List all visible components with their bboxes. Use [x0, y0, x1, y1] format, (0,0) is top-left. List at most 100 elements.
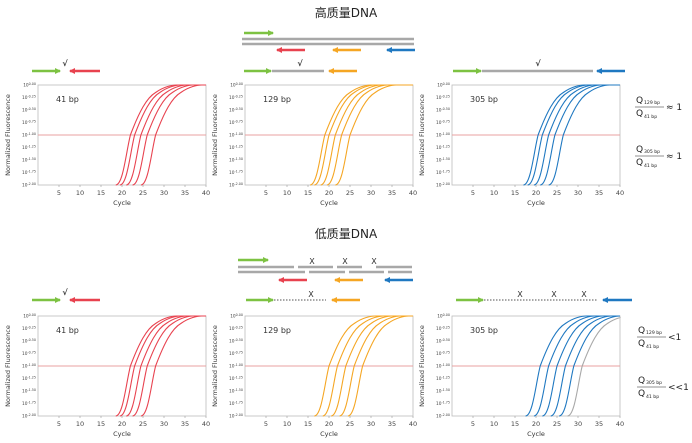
amplicon-label: 41 bp — [56, 326, 79, 335]
series-curve-4 — [550, 315, 620, 417]
y-tick-label: 10-1.50 — [229, 388, 243, 395]
ratio-numerator: Q — [638, 326, 645, 336]
x-mark-icon: X — [551, 290, 557, 299]
ratio-relation: <1 — [668, 333, 681, 343]
x-tick-label: 5 — [57, 420, 61, 428]
x-tick-label: 5 — [264, 420, 268, 428]
series-curve-1 — [309, 84, 413, 186]
x-tick-label: 30 — [367, 420, 375, 428]
series-curve-2 — [119, 315, 206, 417]
y-axis-label: Normalized Fluorescence — [211, 325, 219, 407]
y-tick-label: 10-0.25 — [436, 94, 450, 101]
y-tick-label: 10-0.25 — [436, 325, 450, 332]
y-tick-label: 10-1.50 — [229, 157, 243, 164]
ratio-denominator-subscript: 41 bp — [646, 344, 659, 350]
x-tick-label: 15 — [97, 189, 105, 197]
series-curve-5 — [548, 84, 620, 186]
x-tick-label: 5 — [264, 189, 268, 197]
ratio-numerator-subscript: 129 bp — [646, 330, 662, 336]
y-tick-label: 10-1.75 — [22, 169, 36, 176]
ratio-numerator: Q — [636, 96, 643, 106]
ratio-denominator-subscript: 41 bp — [644, 114, 657, 120]
series-curve-4 — [539, 84, 620, 186]
x-tick-label: 5 — [471, 420, 475, 428]
y-tick-label: 10-0.50 — [436, 338, 450, 345]
section-title-high-quality: 高质量DNA — [315, 5, 378, 20]
x-tick-label: 25 — [139, 189, 147, 197]
y-tick-label: 10-2.00 — [229, 413, 243, 420]
ratio-denominator: Q — [638, 339, 645, 349]
x-tick-label: 40 — [202, 189, 210, 197]
ratio-relation: ≈ 1 — [666, 103, 682, 113]
y-axis-label: Normalized Fluorescence — [4, 325, 12, 407]
y-tick-label: 10-2.00 — [22, 182, 36, 189]
series-curve-3 — [320, 84, 413, 186]
series-curve-5 — [558, 315, 621, 417]
amplicon-label: 305 bp — [470, 95, 498, 104]
series-curve-4 — [326, 84, 413, 186]
x-tick-label: 20 — [532, 420, 540, 428]
ratio-numerator-subscript: 305 bp — [644, 149, 660, 155]
ratio-denominator: Q — [636, 158, 643, 168]
y-tick-label: 10-0.50 — [436, 107, 450, 114]
x-tick-label: 15 — [304, 189, 312, 197]
x-tick-label: 5 — [57, 189, 61, 197]
y-tick-label: 10-1.00 — [436, 132, 450, 139]
y-tick-label: 10-1.50 — [436, 157, 450, 164]
x-tick-label: 10 — [283, 420, 291, 428]
x-tick-label: 35 — [595, 420, 603, 428]
check-mark-icon: √ — [535, 59, 541, 68]
series-curve-1 — [523, 84, 620, 186]
charts-layer: 5 10 15 20 25 30 35 40 100.00 10-0.25 10-0.50 10-0.… — [4, 82, 624, 438]
y-tick-label: 10-1.75 — [22, 400, 36, 407]
x-tick-label: 15 — [97, 420, 105, 428]
x-tick-label: 25 — [346, 189, 354, 197]
x-axis-label: Cycle — [320, 199, 338, 207]
y-axis-label: Normalized Fluorescence — [418, 325, 426, 407]
x-tick-label: 10 — [283, 189, 291, 197]
y-tick-label: 10-1.00 — [22, 132, 36, 139]
x-tick-label: 40 — [202, 420, 210, 428]
series-curve-3 — [125, 84, 206, 186]
y-axis-label: Normalized Fluorescence — [4, 94, 12, 176]
chart-1: 5 10 15 20 25 30 35 40 100.00 10-0.25 10-0.50 10-0.… — [4, 82, 210, 207]
x-tick-label: 25 — [553, 189, 561, 197]
series-curve-5 — [347, 315, 413, 417]
y-tick-label: 10-0.75 — [22, 119, 36, 126]
x-tick-label: 10 — [490, 189, 498, 197]
y-tick-label: 10-1.75 — [229, 400, 243, 407]
series-curve-6 — [567, 316, 621, 417]
series-curve-4 — [339, 315, 413, 417]
series-curve-1 — [525, 315, 620, 417]
x-tick-label: 25 — [553, 420, 561, 428]
check-mark-icon: √ — [297, 59, 303, 68]
x-mark-icon: X — [342, 257, 348, 266]
y-tick-label: 10-0.50 — [229, 338, 243, 345]
x-tick-label: 25 — [346, 420, 354, 428]
series-curve-3 — [330, 315, 413, 417]
ratio-annotations: Q 129 bpQ 41 bp≈ 1Q 305 bpQ 41 bp≈ 1Q 129 bpQ… — [635, 96, 689, 400]
y-tick-label: 100.00 — [437, 313, 450, 320]
x-tick-label: 40 — [616, 189, 624, 197]
ratio-denominator: Q — [638, 389, 645, 399]
ratio-relation: <<1 — [668, 383, 689, 393]
y-tick-label: 10-0.75 — [229, 119, 243, 126]
ratio-numerator-subscript: 129 bp — [644, 100, 660, 106]
x-tick-label: 30 — [574, 189, 582, 197]
x-tick-label: 10 — [490, 420, 498, 428]
y-tick-label: 10-0.50 — [22, 107, 36, 114]
x-tick-label: 20 — [118, 189, 126, 197]
x-tick-label: 20 — [118, 420, 126, 428]
x-mark-icon: X — [371, 257, 377, 266]
ratio-relation: ≈ 1 — [666, 152, 682, 162]
chart-5: 5 10 15 20 25 30 35 40 100.00 10-0.25 10-0.50 10-0.… — [211, 313, 417, 438]
x-tick-label: 10 — [76, 420, 84, 428]
x-tick-label: 35 — [181, 420, 189, 428]
series-curve-2 — [314, 84, 413, 186]
chart-2: 5 10 15 20 25 30 35 40 100.00 10-0.25 10-0.50 10-0.… — [211, 82, 417, 207]
y-tick-label: 10-1.25 — [229, 375, 243, 382]
x-tick-label: 20 — [325, 189, 333, 197]
ratio-denominator-subscript: 41 bp — [644, 163, 657, 169]
x-axis-label: Cycle — [320, 430, 338, 438]
series-curve-3 — [542, 315, 620, 417]
